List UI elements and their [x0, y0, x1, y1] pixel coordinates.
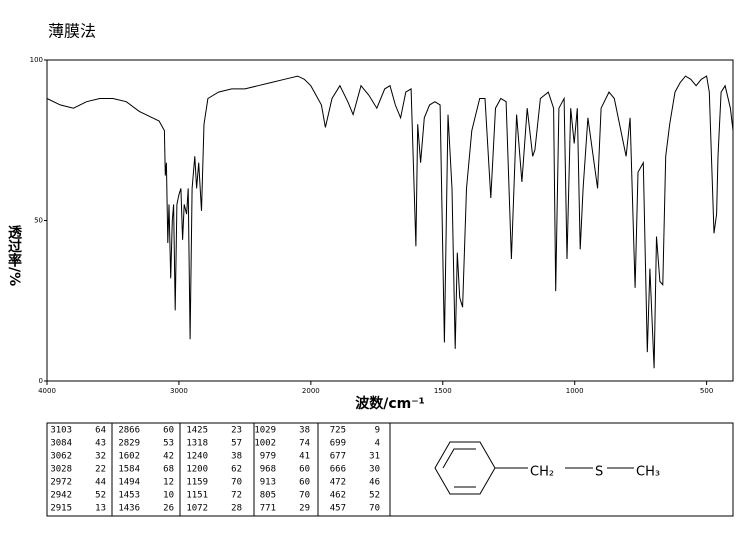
spectrum-line	[46, 75, 734, 369]
peak-wavenumber: 1240	[186, 452, 208, 462]
peak-wavenumber: 968	[260, 465, 276, 475]
benzene-ring	[434, 441, 634, 495]
peak-transmittance: 46	[369, 478, 380, 488]
table-dividers	[111, 423, 391, 516]
peak-wavenumber: 2972	[50, 478, 72, 488]
x-axis-label: 波数/cm⁻¹	[355, 395, 425, 412]
peak-transmittance: 52	[95, 491, 106, 501]
peak-transmittance: 10	[163, 491, 174, 501]
peak-wavenumber: 979	[260, 452, 276, 462]
peak-wavenumber: 677	[330, 452, 346, 462]
peak-wavenumber: 3084	[50, 439, 72, 449]
peak-wavenumber: 1453	[118, 491, 140, 501]
peak-transmittance: 42	[163, 452, 174, 462]
peak-wavenumber: 2915	[50, 504, 72, 514]
x-tick-label: 500	[700, 387, 713, 395]
peak-transmittance: 41	[299, 452, 310, 462]
peak-wavenumber: 1151	[186, 491, 208, 501]
peak-wavenumber: 1029	[254, 426, 276, 436]
peak-transmittance: 60	[299, 465, 310, 475]
peak-wavenumber: 1436	[118, 504, 140, 514]
peak-transmittance: 68	[163, 465, 174, 475]
x-tick-label: 3000	[170, 387, 188, 395]
chart-title: 薄膜法	[48, 22, 96, 41]
peak-transmittance: 29	[299, 504, 310, 514]
peak-transmittance: 62	[231, 465, 242, 475]
peak-wavenumber: 666	[330, 465, 346, 475]
peak-wavenumber: 1584	[118, 465, 140, 475]
y-tick-label: 100	[30, 56, 43, 64]
x-tick-label: 1000	[566, 387, 584, 395]
peak-transmittance: 31	[369, 452, 380, 462]
peak-transmittance: 70	[369, 504, 380, 514]
peak-transmittance: 38	[231, 452, 242, 462]
peak-wavenumber: 1200	[186, 465, 208, 475]
peak-transmittance: 13	[95, 504, 106, 514]
plot-frame	[46, 59, 734, 382]
peak-wavenumber: 1425	[186, 426, 208, 436]
peak-transmittance: 9	[375, 426, 380, 436]
peak-transmittance: 72	[231, 491, 242, 501]
peak-wavenumber: 1494	[118, 478, 140, 488]
peak-wavenumber: 3028	[50, 465, 72, 475]
peak-wavenumber: 2942	[50, 491, 72, 501]
peak-wavenumber: 472	[330, 478, 346, 488]
peak-wavenumber: 2866	[118, 426, 140, 436]
x-tick-label: 4000	[38, 387, 56, 395]
peak-wavenumber: 1002	[254, 439, 276, 449]
peak-transmittance: 4	[375, 439, 380, 449]
peak-transmittance: 70	[231, 478, 242, 488]
peak-transmittance: 28	[231, 504, 242, 514]
peak-wavenumber: 699	[330, 439, 346, 449]
peak-wavenumber: 457	[330, 504, 346, 514]
y-axis-label: 透过率/%	[6, 225, 22, 286]
peak-transmittance: 70	[299, 491, 310, 501]
peak-transmittance: 60	[163, 426, 174, 436]
y-tick-label: 50	[34, 217, 43, 225]
group-label: CH₃	[636, 465, 660, 480]
peak-wavenumber: 1602	[118, 452, 140, 462]
peak-wavenumber: 805	[260, 491, 276, 501]
peak-transmittance: 32	[95, 452, 106, 462]
peak-transmittance: 23	[231, 426, 242, 436]
peak-wavenumber: 462	[330, 491, 346, 501]
x-tick-label: 2000	[302, 387, 320, 395]
peak-wavenumber: 1159	[186, 478, 208, 488]
peak-transmittance: 57	[231, 439, 242, 449]
group-label: S	[595, 465, 603, 480]
y-tick-label: 0	[39, 377, 43, 385]
x-tick-label: 1500	[434, 387, 452, 395]
peak-transmittance: 30	[369, 465, 380, 475]
peak-transmittance: 64	[95, 426, 106, 436]
peak-transmittance: 60	[299, 478, 310, 488]
peak-transmittance: 38	[299, 426, 310, 436]
peak-wavenumber: 913	[260, 478, 276, 488]
peak-transmittance: 44	[95, 478, 106, 488]
peak-transmittance: 53	[163, 439, 174, 449]
peak-transmittance: 74	[299, 439, 310, 449]
peak-wavenumber: 771	[260, 504, 276, 514]
peak-wavenumber: 3103	[50, 426, 72, 436]
peak-wavenumber: 1318	[186, 439, 208, 449]
peak-transmittance: 26	[163, 504, 174, 514]
group-label: CH₂	[530, 465, 554, 480]
peak-transmittance: 22	[95, 465, 106, 475]
peak-wavenumber: 1072	[186, 504, 208, 514]
peak-wavenumber: 725	[330, 426, 346, 436]
peak-wavenumber: 2829	[118, 439, 140, 449]
peak-wavenumber: 3062	[50, 452, 72, 462]
peak-transmittance: 43	[95, 439, 106, 449]
peak-transmittance: 12	[163, 478, 174, 488]
peak-transmittance: 52	[369, 491, 380, 501]
